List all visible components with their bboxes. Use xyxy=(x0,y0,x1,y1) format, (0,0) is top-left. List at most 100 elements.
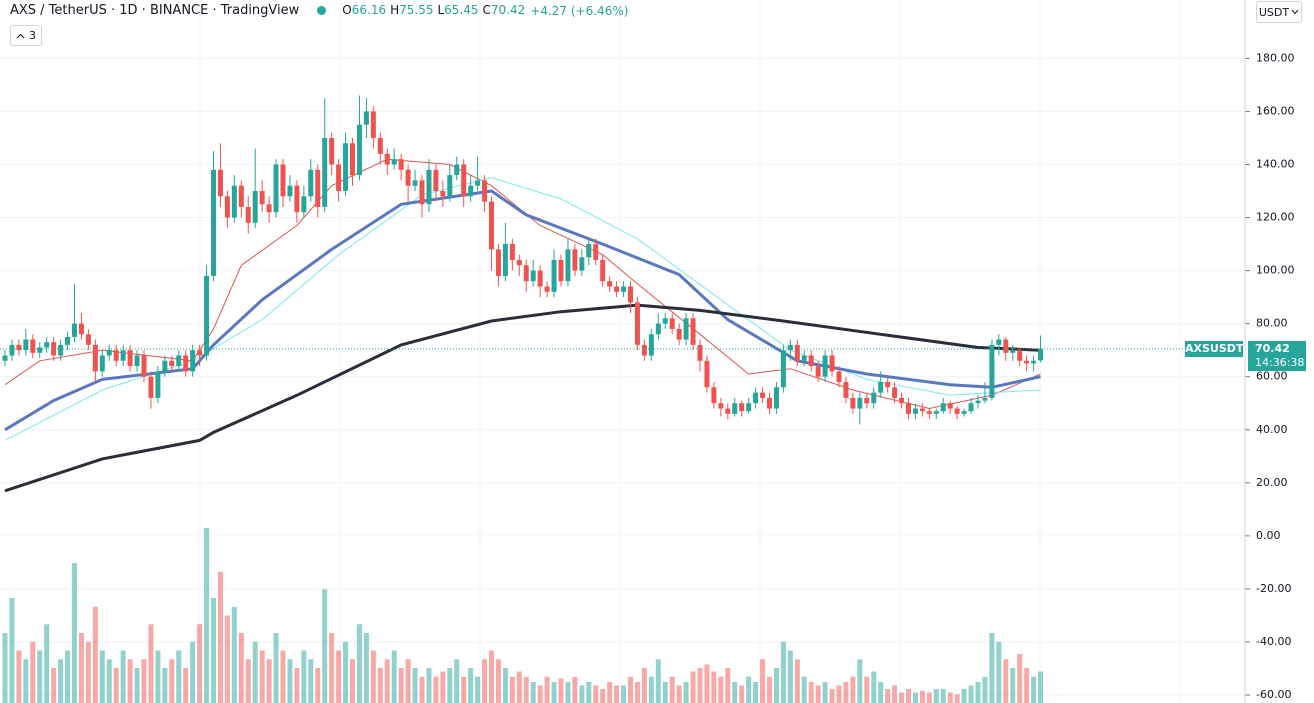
candle-body xyxy=(857,397,863,409)
candle-body xyxy=(989,344,995,398)
volume-bar xyxy=(197,624,203,703)
volume-bar xyxy=(315,668,321,703)
volume-bar xyxy=(16,650,22,703)
volume-bar xyxy=(690,671,696,703)
candle-body xyxy=(106,350,112,356)
volume-bar xyxy=(440,671,446,703)
candle-body xyxy=(377,137,383,154)
candle-body xyxy=(322,137,328,207)
candle-body xyxy=(259,191,265,205)
volume-bar xyxy=(294,668,300,703)
volume-bar xyxy=(211,598,216,703)
candle-body xyxy=(336,164,342,192)
volume-bar xyxy=(801,676,807,703)
ohlc-key: O xyxy=(342,3,352,17)
y-tick-label: 40.00 xyxy=(1256,423,1288,436)
volume-bar xyxy=(648,676,654,703)
ohlc-value: 75.55 xyxy=(399,3,434,17)
candle-body xyxy=(572,249,578,271)
volume-bar xyxy=(614,685,620,703)
candle-body xyxy=(725,408,731,414)
indicator-toggle[interactable]: 3 xyxy=(10,25,42,46)
candle-body xyxy=(489,201,494,250)
volume-bar xyxy=(370,650,376,703)
volume-bar xyxy=(301,650,307,703)
candle-body xyxy=(996,339,1002,345)
candle-body xyxy=(634,302,640,345)
volume-bar xyxy=(878,682,884,703)
y-tick-label: -20.00 xyxy=(1256,582,1291,595)
volume-bar xyxy=(621,685,627,703)
volume-bar xyxy=(676,685,682,703)
candle-body xyxy=(607,281,613,287)
candle-body xyxy=(530,270,536,282)
volume-bar xyxy=(683,682,689,703)
candle-body xyxy=(370,111,376,138)
y-tick-label: 20.00 xyxy=(1256,476,1288,489)
change: +4.27 (+6.46%) xyxy=(530,3,629,18)
volume-bar xyxy=(892,685,898,703)
candle-body xyxy=(120,350,126,361)
volume-bar xyxy=(266,659,272,703)
candle-body xyxy=(183,355,189,372)
candle-body xyxy=(544,286,550,292)
candle-body xyxy=(641,344,647,356)
volume-bar xyxy=(162,668,168,703)
volume-bar xyxy=(919,690,925,703)
volume-bar xyxy=(961,689,967,703)
volume-bar xyxy=(224,615,230,703)
volume-bar xyxy=(718,676,724,703)
volume-bar xyxy=(259,650,265,703)
candle-body xyxy=(391,159,397,165)
ohlc-value: 66.16 xyxy=(351,3,387,17)
volume-bar xyxy=(343,641,349,703)
volume-bar xyxy=(767,676,772,703)
volume-bar xyxy=(85,641,91,703)
candle-body xyxy=(926,411,932,414)
candle-body xyxy=(134,355,140,367)
volume-bar xyxy=(329,633,335,703)
volume-bar xyxy=(655,659,661,703)
candle-body xyxy=(502,244,508,276)
candle-body xyxy=(16,344,22,351)
candle-body xyxy=(968,403,974,412)
candle-body xyxy=(433,169,439,192)
y-tick-label: 100.00 xyxy=(1256,264,1295,277)
volume-bar xyxy=(628,676,633,703)
candle-body xyxy=(440,191,446,197)
volume-bar xyxy=(593,685,599,703)
volume-bar xyxy=(426,668,432,703)
volume-bar xyxy=(509,676,515,703)
volume-bar xyxy=(711,671,717,703)
candle-body xyxy=(906,403,911,414)
candle-body xyxy=(565,249,571,282)
y-tick-label: 180.00 xyxy=(1256,51,1295,64)
volume-bar xyxy=(926,692,932,703)
candle-body xyxy=(287,185,293,197)
candle-body xyxy=(1017,350,1023,361)
candle-body xyxy=(273,164,279,213)
candle-body xyxy=(822,355,828,377)
volume-bar xyxy=(405,659,411,703)
volume-bar xyxy=(454,659,460,703)
candle-body xyxy=(773,387,779,409)
candle-body xyxy=(975,400,981,404)
volume-bar xyxy=(565,682,571,703)
volume-bar xyxy=(356,624,362,703)
volume-bar xyxy=(1010,668,1016,703)
candle-body xyxy=(280,164,286,197)
volume-bar xyxy=(468,668,474,703)
candle-body xyxy=(614,286,620,292)
candle-body xyxy=(558,259,564,282)
volume-bar xyxy=(773,668,779,703)
candle-body xyxy=(350,143,355,176)
candle-body xyxy=(1003,339,1009,353)
candle-body xyxy=(217,169,223,197)
candle-body xyxy=(204,275,210,356)
currency-button[interactable]: USDT xyxy=(1256,1,1302,23)
volume-bar xyxy=(44,624,50,703)
volume-bar xyxy=(857,659,863,703)
volume-bar xyxy=(579,685,585,703)
volume-bar xyxy=(37,650,43,703)
